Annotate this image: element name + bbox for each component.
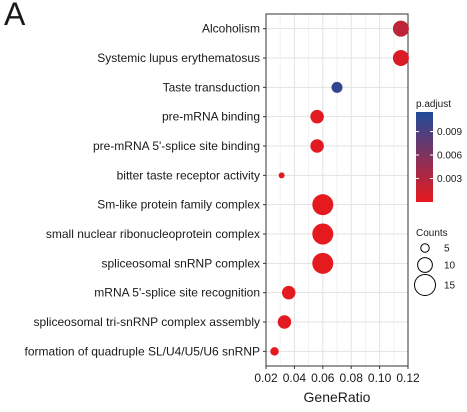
category-label: Sm-like protein family complex — [97, 198, 260, 212]
size-legend-circle — [420, 243, 430, 253]
color-legend-label: 0.006 — [437, 151, 462, 162]
category-label: formation of quadruple SL/U4/U5/U6 snRNP — [25, 344, 260, 358]
data-point — [312, 194, 334, 216]
data-point — [392, 20, 409, 37]
legend: p.adjust 0.009 0.006 0.003 Counts 5 10 15 — [414, 99, 462, 296]
plot-area: Alcoholism Systemic lupus erythematosus Ta… — [25, 13, 420, 405]
category-label: spliceosomal tri-snRNP complex assembly — [33, 315, 260, 329]
color-bar — [416, 112, 433, 202]
data-point — [312, 223, 334, 245]
panel-letter: A — [4, 0, 26, 32]
size-legend-label: 5 — [444, 244, 450, 255]
x-tick-label: 0.04 — [283, 371, 307, 385]
data-point — [310, 109, 324, 124]
color-legend-label: 0.003 — [437, 174, 462, 185]
category-label: Taste transduction — [163, 80, 260, 94]
data-point — [278, 172, 285, 179]
category-label: Alcoholism — [202, 22, 260, 36]
size-legend-label: 10 — [444, 261, 456, 272]
size-legend-label: 15 — [444, 281, 456, 292]
color-legend-title: p.adjust — [416, 99, 451, 110]
category-label: Systemic lupus erythematosus — [97, 51, 260, 65]
color-legend-label: 0.009 — [437, 127, 462, 138]
data-point — [270, 347, 279, 356]
data-point — [310, 139, 324, 153]
category-label: small nuclear ribonucleoprotein complex — [46, 227, 260, 241]
data-point — [312, 252, 334, 274]
plot-border — [265, 13, 409, 367]
category-label: mRNA 5'-splice site recognition — [94, 286, 260, 300]
x-tick-label: 0.06 — [311, 371, 335, 385]
data-point — [392, 50, 409, 66]
size-legend-circle — [417, 257, 433, 273]
x-tick-label: 0.02 — [254, 371, 278, 385]
x-tick-label: 0.10 — [368, 371, 392, 385]
size-legend-circle — [414, 274, 436, 296]
size-legend-title: Counts — [416, 228, 448, 239]
data-point — [281, 285, 296, 300]
category-label: pre-mRNA binding — [162, 110, 260, 124]
x-tick-label: 0.08 — [340, 371, 364, 385]
data-point — [277, 315, 292, 329]
category-label: pre-mRNA 5'-splice site binding — [93, 139, 260, 153]
x-tick-label: 0.12 — [396, 371, 420, 385]
x-axis-title: GeneRatio — [304, 389, 371, 405]
category-label: bitter taste receptor activity — [117, 168, 260, 182]
category-label: spliceosomal snRNP complex — [101, 256, 260, 270]
data-point — [331, 81, 343, 93]
